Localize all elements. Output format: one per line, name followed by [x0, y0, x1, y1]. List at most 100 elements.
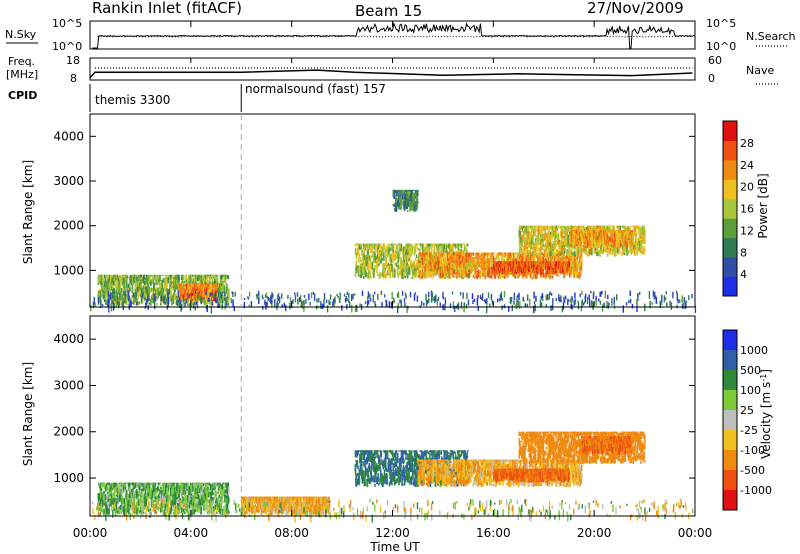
power-cell — [194, 297, 197, 300]
power-cell — [469, 266, 471, 269]
power-cell — [442, 253, 445, 259]
power-cell — [427, 253, 429, 257]
power-cell — [609, 244, 612, 248]
power-cell — [103, 282, 106, 288]
power-cell — [521, 226, 524, 232]
power-cell — [587, 244, 590, 251]
power-cell — [120, 288, 123, 293]
power-cell — [182, 274, 184, 281]
power-cell — [187, 295, 189, 300]
power-cell — [580, 267, 583, 270]
power-cell — [590, 225, 592, 227]
power-cell — [527, 225, 529, 233]
power-cell — [398, 253, 401, 258]
power-cell — [551, 231, 553, 240]
power-cell — [387, 266, 390, 275]
power-cell — [171, 277, 174, 280]
power-cell — [199, 275, 201, 281]
power-cell — [450, 270, 453, 274]
power-cell — [132, 279, 134, 283]
power-cell — [109, 283, 112, 291]
power-cell — [445, 260, 447, 267]
power-cell — [442, 262, 444, 265]
power-cell — [451, 248, 454, 255]
power-cell — [381, 272, 383, 278]
power-cell — [423, 252, 425, 255]
power-cell — [395, 269, 397, 273]
power-cell — [419, 268, 421, 272]
power-cell — [113, 288, 115, 293]
power-cell — [378, 273, 381, 279]
power-cell — [148, 274, 151, 278]
power-cell — [560, 226, 563, 236]
power-cell — [542, 268, 545, 275]
power-cell — [580, 255, 583, 264]
power-cell — [209, 274, 211, 280]
power-cell — [633, 248, 636, 256]
power-cell — [493, 252, 495, 254]
power-cell — [355, 264, 358, 267]
power-cell — [448, 243, 450, 248]
power-cell — [190, 275, 193, 285]
power-cell — [533, 264, 535, 267]
power-cell — [403, 272, 405, 278]
power-cell — [450, 244, 453, 247]
power-cell — [224, 279, 227, 285]
power-cell — [467, 272, 470, 278]
power-cell — [448, 263, 450, 266]
power-cell — [570, 250, 573, 256]
power-cell — [441, 262, 443, 265]
power-cell — [538, 227, 540, 235]
power-cell — [187, 298, 190, 305]
power-cell — [370, 261, 372, 265]
power-cell — [585, 247, 587, 255]
power-cell — [553, 229, 555, 233]
power-cell — [476, 252, 479, 256]
power-cell — [135, 292, 137, 298]
power-cell — [367, 266, 370, 273]
power-cell — [538, 240, 540, 245]
power-cell — [502, 252, 505, 256]
power-cell — [125, 274, 127, 279]
power-cell — [575, 238, 578, 245]
power-cell — [462, 269, 465, 277]
power-cell — [467, 276, 470, 279]
power-cell — [151, 287, 153, 291]
power-cell — [516, 258, 518, 262]
power-cell — [518, 256, 521, 265]
power-cell — [444, 253, 446, 263]
power-cell — [545, 271, 548, 275]
power-cell — [532, 261, 534, 267]
power-cell — [190, 298, 192, 303]
power-cell — [562, 253, 564, 257]
power-cell — [354, 247, 357, 256]
power-cell — [107, 281, 109, 290]
power-cell — [644, 232, 646, 242]
power-cell — [396, 246, 398, 253]
power-cell — [543, 244, 545, 247]
beam-label: Beam 15 — [355, 2, 422, 20]
power-cell — [204, 297, 206, 306]
power-cell — [178, 274, 180, 280]
power-cell — [380, 256, 383, 259]
power-cell — [439, 253, 442, 259]
power-cell — [372, 251, 374, 258]
power-cell — [369, 275, 371, 279]
power-cell — [561, 231, 563, 239]
power-cell — [125, 280, 128, 287]
power-cell — [362, 275, 365, 279]
power-cell — [611, 243, 613, 248]
power-cell — [194, 283, 196, 289]
power-cell — [527, 254, 529, 257]
power-cell — [577, 260, 579, 270]
nave-tick-bottom: 0 — [708, 72, 715, 85]
power-cell — [154, 291, 157, 300]
power-cell — [105, 300, 108, 305]
power-cell — [562, 265, 565, 269]
power-cell — [226, 285, 228, 294]
power-cell — [438, 257, 441, 261]
power-cell — [421, 257, 424, 265]
power-cell — [606, 231, 609, 236]
power-cell — [419, 256, 422, 262]
power-cell — [594, 225, 596, 228]
